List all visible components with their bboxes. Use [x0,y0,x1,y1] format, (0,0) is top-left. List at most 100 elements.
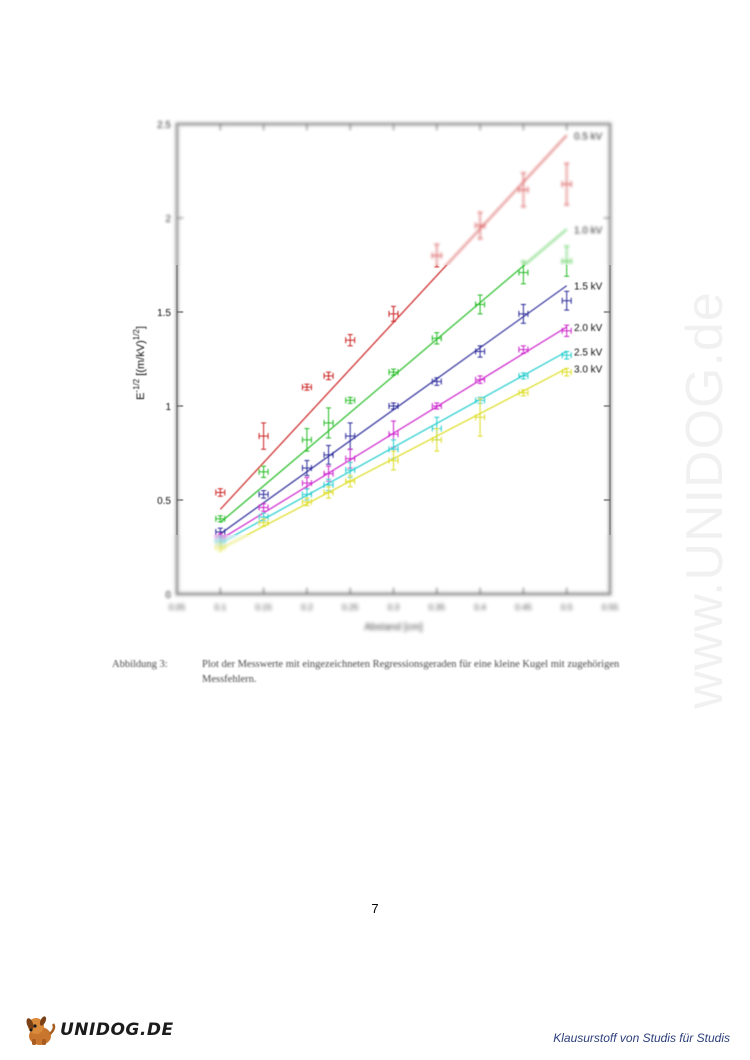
chart-body: 00.511.522.50.05 0.1 0.15 0.2 0.25 0.3 0.35 0.4… [165,535,619,633]
data-point [323,486,334,499]
series-label: 3.0 kV [574,364,603,375]
data-point [475,397,486,437]
x-axis-label: Abstand [cm] [364,622,423,633]
x-tick-label: 0.45 [515,602,532,612]
data-point [388,450,399,471]
data-point [258,465,269,478]
series-2-5-kV [215,535,237,546]
data-point [301,497,312,507]
data-point [215,488,226,497]
fit-line [445,134,568,265]
series-label: 0.5 kV [574,131,603,142]
data-point [475,211,486,240]
data-point [388,402,399,410]
data-point [215,515,226,523]
series-2-0-kV [215,324,572,535]
data-point [431,377,442,386]
series-0-5-kV [431,134,572,265]
data-point [301,428,312,452]
y-axis-label-group: E-1/2 [(m/kV)1/2] [132,326,147,400]
figure-caption: Abbildung 3: Plot der Messwerte mit einge… [112,657,652,687]
plot-border [176,265,611,535]
page-number: 7 [371,901,379,916]
x-tick-label: 0.4 [474,602,486,612]
plot-border [176,123,611,265]
dog-mascot-icon [26,1016,56,1045]
fit-line [219,265,448,510]
data-point [561,245,572,265]
x-tick-label: 0.55 [602,602,619,612]
data-point [561,367,572,377]
series-label: 1.0 kV [574,225,603,236]
data-point [258,490,269,499]
data-point [518,345,529,354]
plot-region-top: 00.511.522.50.05 0.1 0.15 0.2 0.25 0.3 0.35 0.4… [157,120,612,265]
data-point [258,422,269,450]
y-tick-label: 1 [165,402,171,413]
data-point [258,503,269,512]
y-tick-label: 2 [165,214,171,225]
series-label: 2.5 kV [574,347,603,358]
data-point [388,305,399,322]
series-1-0-kV [215,265,570,524]
data-point [388,368,399,376]
data-point [301,476,312,490]
series-3-0-kV [215,535,249,552]
x-tick-label: 0.1 [214,602,226,612]
series-label: 2.0 kV [574,323,603,334]
chart-body: 00.511.522.50.05 0.1 0.15 0.2 0.25 0.3 0.35 0.4… [157,120,612,265]
x-tick-label: 0.35 [429,602,446,612]
fit-line [219,285,568,535]
data-point [431,243,442,265]
data-point [301,460,312,477]
data-point [301,383,312,391]
fit-line [219,265,526,524]
data-point [520,260,526,265]
data-point [345,396,356,404]
data-point [475,345,486,358]
data-point [518,303,529,324]
y-tick-label: 0.5 [157,496,171,507]
x-tick-label: 0.15 [255,602,272,612]
y-tick-label: 0 [165,590,171,601]
data-point [215,533,226,535]
data-point [215,537,226,546]
data-point [431,428,442,452]
plot-region-bottom: 00.511.522.50.05 0.1 0.15 0.2 0.25 0.3 0.35 0.4… [165,535,619,633]
series-0-5-kV [215,265,448,510]
unidog-logo[interactable]: UNIDOG.DE [22,1012,174,1048]
x-tick-label: 0.3 [388,602,400,612]
x-tick-label: 0.2 [301,602,313,612]
data-point [561,162,572,206]
watermark: www.UNIDOG.de [676,291,734,709]
data-point [561,324,572,337]
x-tick-label: 0.25 [342,602,359,612]
plot-region-middle: 00.511.522.50.05 0.1 0.15 0.2 0.25 0.3 0.35 0.4… [132,265,612,535]
logo-text: UNIDOG.DE [60,1020,174,1040]
data-point [323,444,334,465]
data-point [345,475,356,488]
data-point [518,265,529,285]
y-tick-label: 2.5 [157,120,171,131]
data-point [215,542,226,552]
data-point [323,371,334,381]
series-1-0-kV [520,228,572,265]
plot-frame [175,122,612,265]
plot-border [176,535,611,595]
data-point [561,350,572,360]
chart-body: 00.511.522.50.05 0.1 0.15 0.2 0.25 0.3 0.35 0.4… [132,265,612,535]
data-point [564,265,570,277]
data-point [431,332,442,345]
data-point [258,518,269,527]
series-2-5-kV [233,350,572,535]
data-point [345,422,356,450]
plot-frame [175,535,612,596]
series-3-0-kV [245,367,572,535]
data-point [518,372,529,380]
plot-frame [175,265,612,535]
x-tick-label: 0.05 [169,602,186,612]
data-point [434,265,440,268]
data-point [561,290,572,311]
data-point [323,407,334,439]
data-point [518,172,529,208]
